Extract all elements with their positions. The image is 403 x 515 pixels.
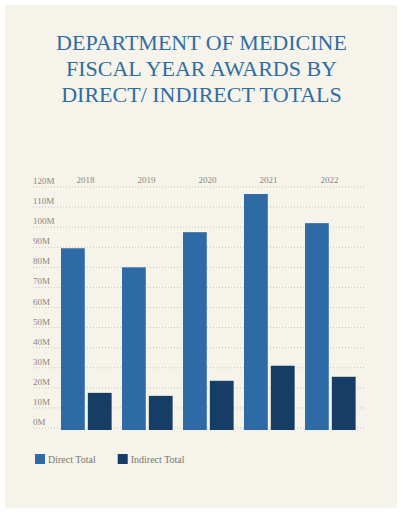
y-tick-label: 80M bbox=[33, 256, 50, 266]
y-tick-label: 30M bbox=[33, 357, 50, 367]
legend-swatch bbox=[118, 454, 128, 464]
bar bbox=[332, 377, 356, 430]
grid-line bbox=[33, 187, 365, 188]
legend-swatch bbox=[35, 454, 45, 464]
y-tick-label: 0M bbox=[33, 417, 46, 427]
legend: Direct Total Indirect Total bbox=[35, 454, 185, 465]
legend-label: Indirect Total bbox=[131, 454, 185, 465]
bar bbox=[244, 194, 268, 430]
x-tick-label: 2018 bbox=[77, 175, 96, 185]
x-tick-label: 2022 bbox=[321, 175, 339, 185]
y-tick-label: 90M bbox=[33, 236, 50, 246]
legend-label: Direct Total bbox=[48, 454, 96, 465]
y-tick-label: 100M bbox=[33, 216, 55, 226]
chart-title: DEPARTMENT OF MEDICINE FISCAL YEAR AWARD… bbox=[40, 30, 363, 108]
y-tick-label: 70M bbox=[33, 276, 50, 286]
y-tick-label: 50M bbox=[33, 317, 50, 327]
y-tick-label: 110M bbox=[33, 196, 54, 206]
grid-line bbox=[33, 207, 365, 208]
bar bbox=[271, 366, 295, 430]
y-tick-label: 60M bbox=[33, 297, 50, 307]
bar bbox=[305, 223, 329, 430]
bar bbox=[183, 232, 207, 430]
x-tick-label: 2019 bbox=[138, 175, 157, 185]
bar bbox=[88, 393, 112, 430]
y-tick-label: 120M bbox=[33, 176, 55, 186]
x-tick-label: 2020 bbox=[199, 175, 218, 185]
y-tick-label: 40M bbox=[33, 337, 50, 347]
bar bbox=[210, 381, 234, 430]
y-tick-label: 20M bbox=[33, 377, 50, 387]
chart-svg: 0M 10M 20M 30M 40M 50M 60M 70M 80M 90M 100M 110M 120… bbox=[0, 0, 403, 515]
bars bbox=[61, 194, 356, 430]
bar bbox=[149, 396, 173, 430]
bar bbox=[122, 267, 146, 430]
bar bbox=[61, 248, 85, 430]
x-tick-label: 2021 bbox=[260, 175, 278, 185]
y-tick-label: 10M bbox=[33, 397, 50, 407]
